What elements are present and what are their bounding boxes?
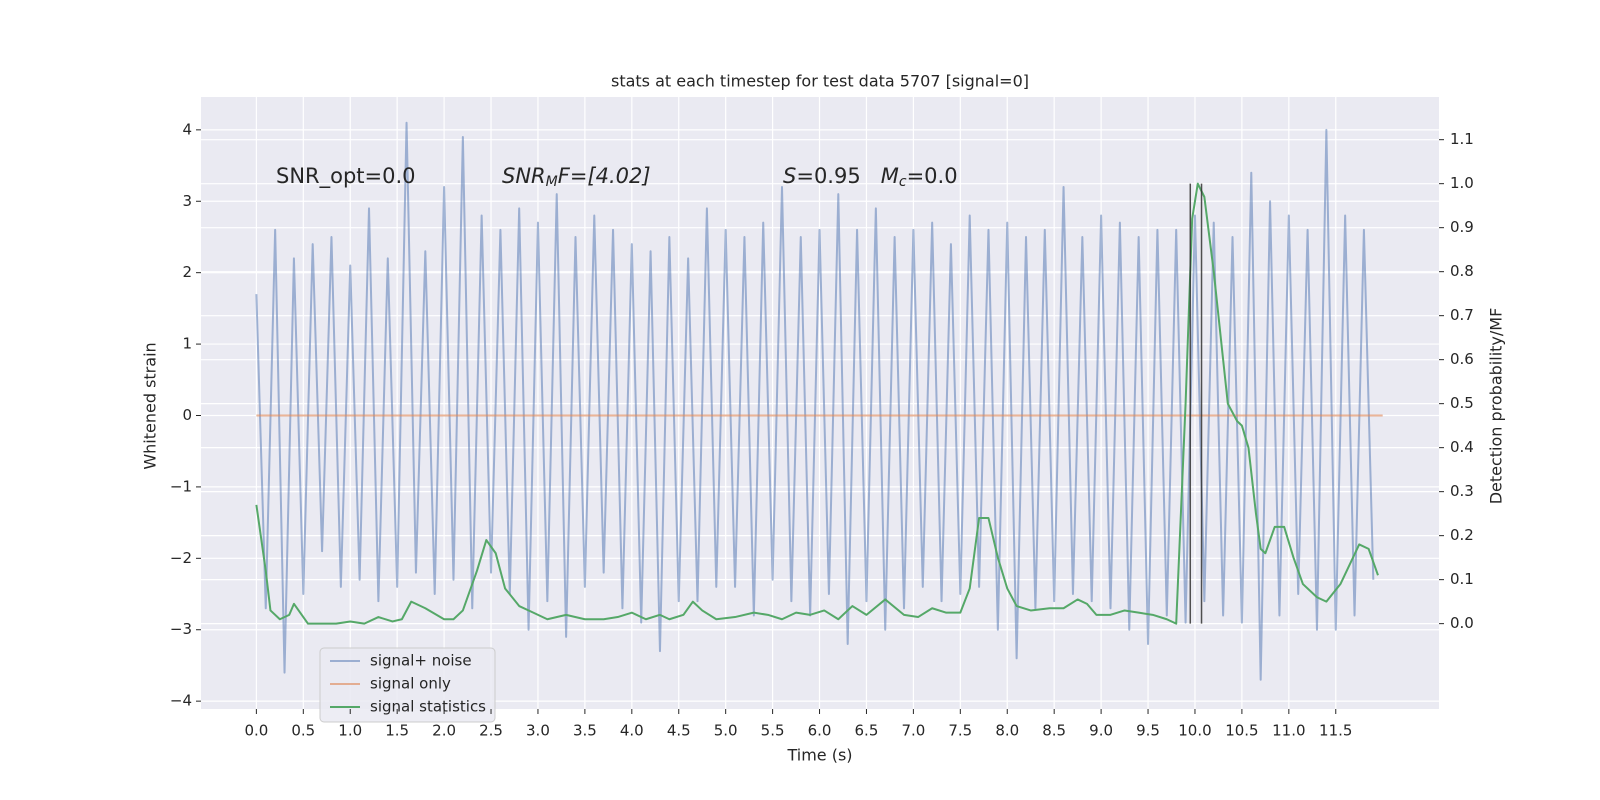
x-tick-label: 1.5 — [385, 722, 409, 740]
x-tick-label: 0.5 — [291, 722, 315, 740]
x-tick-label: 10.0 — [1178, 722, 1211, 740]
annotation-part: SNR_opt=0.0 — [276, 164, 416, 189]
y-tick-label: −3 — [170, 620, 192, 638]
x-tick-label: 4.0 — [620, 722, 644, 740]
y2-tick-label: 1.0 — [1450, 174, 1474, 192]
y2-tick-label: 0.1 — [1450, 570, 1474, 588]
x-axis-label: Time (s) — [786, 746, 852, 765]
legend-box — [319, 647, 496, 723]
line-series — [255, 182, 1379, 625]
annotation: S=0.95 Mc=0.0 — [783, 164, 958, 190]
y2-axis-label: Detection probability/MF — [1487, 308, 1506, 505]
x-tick-label: 5.5 — [761, 722, 785, 740]
x-tick-label: 5.0 — [714, 722, 738, 740]
y-tick-label: −4 — [170, 692, 192, 710]
x-tick-label: 6.5 — [855, 722, 879, 740]
x-tick-label: 11.0 — [1272, 722, 1305, 740]
x-tick-label: 9.5 — [1136, 722, 1160, 740]
x-tick-label: 4.5 — [667, 722, 691, 740]
legend-label: signal statistics — [370, 698, 486, 716]
x-tick-label: 11.5 — [1319, 722, 1352, 740]
y2-tick-label: 0.2 — [1450, 526, 1474, 544]
y2-tick-label: 0.8 — [1450, 262, 1474, 280]
annotation: SNRMF=[4.02] — [502, 164, 651, 190]
line-series — [255, 121, 1375, 681]
y2-tick-label: 0.4 — [1450, 438, 1474, 456]
x-tick-label: 3.0 — [526, 722, 550, 740]
x-tick-label: 8.5 — [1042, 722, 1066, 740]
annotation-part: =0.95 — [796, 164, 880, 188]
y2-tick-label: 0.9 — [1450, 218, 1474, 236]
x-tick-label: 0.0 — [244, 722, 268, 740]
annotation-part: M — [546, 174, 558, 190]
y2-tick-label: 0.6 — [1450, 350, 1474, 368]
y2-tick-label: 0.3 — [1450, 482, 1474, 500]
x-tick-label: 6.0 — [808, 722, 832, 740]
y-tick-label: 1 — [182, 335, 192, 353]
y-tick-label: 3 — [182, 192, 192, 210]
x-tick-label: 3.5 — [573, 722, 597, 740]
y-tick-label: −1 — [170, 477, 192, 495]
annotation-part: c — [899, 174, 907, 190]
marks — [255, 121, 1383, 681]
annotation-part: S — [783, 164, 796, 188]
y-tick-label: −2 — [170, 549, 192, 567]
y-tick-label: 0 — [182, 406, 192, 424]
y-axis-label: Whitened strain — [141, 342, 160, 469]
y2-tick-label: 0.7 — [1450, 306, 1474, 324]
annotation-part: F=[4.02] — [558, 164, 651, 188]
y2-tick-label: 1.1 — [1450, 130, 1474, 148]
x-tick-label: 8.0 — [995, 722, 1019, 740]
chart-title: stats at each timestep for test data 570… — [611, 72, 1029, 91]
annotation: SNR_opt=0.0 — [276, 164, 416, 189]
x-tick-label: 2.0 — [432, 722, 456, 740]
x-tick-label: 10.5 — [1225, 722, 1258, 740]
y-tick-label: 2 — [182, 263, 192, 281]
y2-tick-label: 0.0 — [1450, 614, 1474, 632]
annotation-part: SNR — [502, 164, 546, 188]
x-tick-label: 2.5 — [479, 722, 503, 740]
annotation-part: M — [881, 164, 899, 188]
y2-tick-label: 0.5 — [1450, 394, 1474, 412]
annotation-part: =0.0 — [907, 164, 958, 188]
legend: signal+ noise signal only signal statistic… — [319, 647, 496, 723]
legend-label: signal+ noise — [370, 652, 472, 670]
y-tick-label: 4 — [182, 120, 192, 138]
x-tick-label: 1.0 — [338, 722, 362, 740]
legend-label: signal only — [370, 675, 451, 693]
x-tick-label: 7.0 — [901, 722, 925, 740]
x-tick-label: 9.0 — [1089, 722, 1113, 740]
x-tick-label: 7.5 — [948, 722, 972, 740]
